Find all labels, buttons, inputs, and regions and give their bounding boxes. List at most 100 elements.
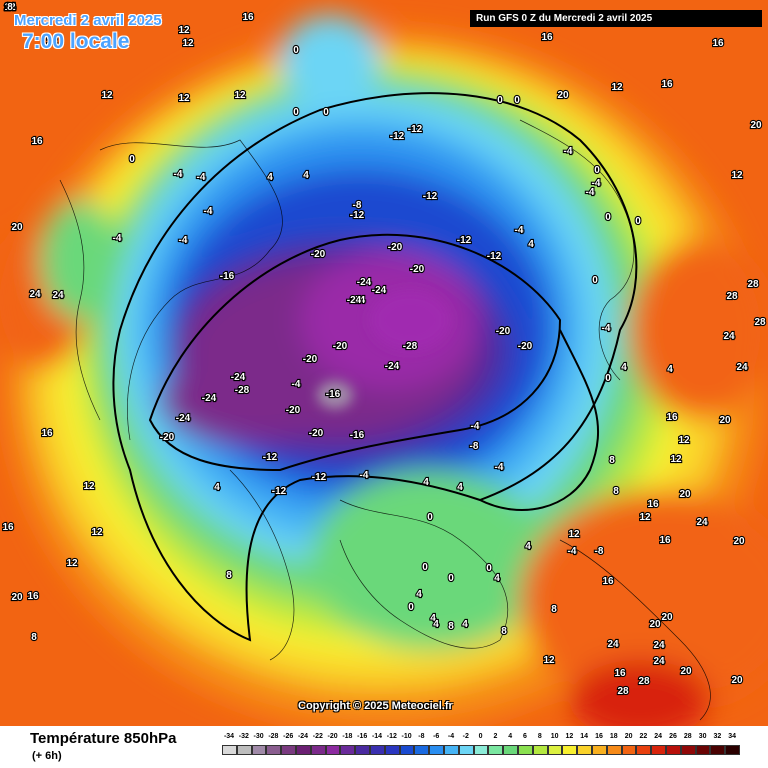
scale-swatch	[725, 745, 740, 755]
map-value-label: 16	[41, 428, 53, 439]
map-value-label: 24	[723, 331, 735, 342]
map-value-label: 28	[638, 676, 650, 687]
scale-swatch	[384, 745, 400, 755]
map-value-label: 20	[649, 619, 661, 630]
scale-tick-label: 32	[713, 733, 722, 740]
scale-tick-label: 0	[478, 733, 483, 740]
map-value-label: -16	[350, 430, 365, 441]
map-value-label: -20	[496, 326, 511, 337]
coastlines	[59, 119, 711, 721]
map-value-label: 4	[423, 477, 429, 488]
scale-tick-label: -18	[342, 733, 353, 740]
map-value-label: -12	[272, 486, 287, 497]
scale-tick-label: 14	[580, 733, 589, 740]
map-value-label: 20	[679, 489, 691, 500]
scale-tick-label: 10	[550, 733, 559, 740]
scale-swatch	[562, 745, 578, 755]
map-value-label: -4	[515, 225, 524, 236]
map-value-label: 0	[293, 45, 299, 56]
map-value-label: 20	[557, 90, 569, 101]
map-value-label: 12	[182, 38, 194, 49]
map-value-label: 12	[178, 25, 190, 36]
scale-tick-label: -10	[401, 733, 412, 740]
map-value-label: 4	[303, 170, 309, 181]
map-value-label: 16	[31, 136, 43, 147]
scale-swatch	[458, 745, 474, 755]
scale-tick-label: -32	[238, 733, 249, 740]
scale-swatch	[710, 745, 726, 755]
map-value-label: 0	[486, 563, 492, 574]
map-value-label: -12	[408, 124, 423, 135]
scale-swatch	[369, 745, 385, 755]
map-value-label: -12	[350, 210, 365, 221]
map-value-label: -24	[351, 295, 366, 306]
map-value-label: 16	[602, 576, 614, 587]
map-value-label: 4	[416, 589, 422, 600]
map-value-label: 0	[293, 107, 299, 118]
scale-swatch	[532, 745, 548, 755]
map-value-label: -24	[357, 277, 372, 288]
map-value-label: 24	[52, 290, 64, 301]
scale-tick-label: -20	[327, 733, 338, 740]
scale-swatch	[399, 745, 415, 755]
map-value-label: 24	[4, 2, 16, 13]
map-value-label: 0	[129, 154, 135, 165]
scale-tick-label: -6	[433, 733, 440, 740]
map-value-label: -24	[176, 413, 191, 424]
map-value-label: -8	[470, 441, 479, 452]
map-value-label: 28	[617, 686, 629, 697]
map-value-label: -20	[410, 264, 425, 275]
map-value-label: -12	[487, 251, 502, 262]
map-value-label: 24	[653, 656, 665, 667]
color-scale-ticks: -34 -32 -30 -28 -26 -24 -22 -20 -18 -16 -14 -12 -10-…	[222, 733, 742, 743]
map-value-label: 8	[551, 604, 557, 615]
map-value-label: 20	[719, 415, 731, 426]
map-value-label: 4	[457, 482, 463, 493]
scale-swatch	[266, 745, 282, 755]
map-value-label: 0	[427, 512, 433, 523]
scale-swatch	[473, 745, 489, 755]
map-value-label: -20	[160, 432, 175, 443]
map-value-label: 20	[11, 222, 23, 233]
scale-swatch	[503, 745, 518, 755]
scale-swatch	[340, 745, 356, 755]
scale-tick-label: -8	[418, 733, 425, 740]
map-value-label: -4	[113, 233, 122, 244]
map-value-label: 4	[621, 362, 627, 373]
map-value-label: 16	[659, 535, 671, 546]
map-value-label: 4	[667, 364, 673, 375]
map-value-label: 20	[661, 612, 673, 623]
map-value-label: 16	[27, 591, 39, 602]
scale-tick-label: 26	[669, 733, 677, 740]
scale-tick-label: 8	[537, 733, 542, 740]
map-time: 7:00 locale	[22, 30, 130, 53]
map-value-label: -4	[197, 172, 206, 183]
map-value-label: 28	[4, 2, 16, 13]
scale-swatch	[414, 745, 430, 755]
map-value-label: -4	[471, 421, 480, 432]
map-value-label: 12	[568, 529, 580, 540]
map-value-label: -4	[174, 169, 183, 180]
scale-tick-label: -26	[283, 733, 294, 740]
scale-tick-label: 6	[523, 733, 527, 740]
scale-tick-label: 12	[565, 733, 574, 740]
map-value-label: -4	[360, 470, 369, 481]
scale-swatch	[251, 745, 267, 755]
run-info-box: Run GFS 0 Z du Mercredi 2 avril 2025	[470, 10, 762, 27]
scale-tick-label: -34	[223, 733, 235, 740]
scale-tick-label: 16	[595, 733, 603, 740]
map-value-label: 12	[543, 655, 555, 666]
map-value-label: 0	[635, 216, 641, 227]
scale-swatch	[222, 745, 237, 755]
scale-swatch	[547, 745, 563, 755]
map-value-label: -16	[220, 271, 235, 282]
map-value-label: -20	[309, 428, 324, 439]
map-value-label: 8	[609, 455, 615, 466]
scale-swatch	[310, 745, 326, 755]
map-value-label: 16	[242, 12, 254, 23]
map-value-label: 20	[4, 2, 16, 13]
scale-tick-label: 22	[639, 733, 648, 740]
map-value-label: 4	[528, 239, 534, 250]
map-value-label: 4	[430, 613, 436, 624]
map-value-label: 8	[7, 2, 13, 13]
